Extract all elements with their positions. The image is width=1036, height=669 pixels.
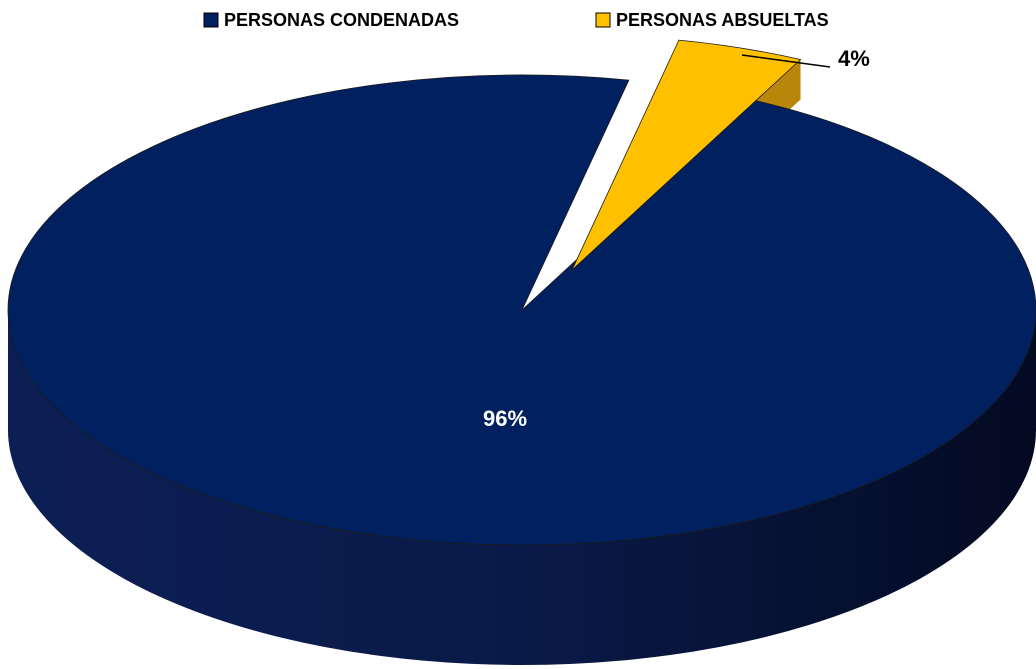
- slice: [7, 74, 1036, 546]
- value-label: 4%: [838, 46, 870, 71]
- leader-line: [741, 54, 831, 68]
- legend-swatch: [203, 12, 219, 28]
- value-label: 96%: [483, 406, 527, 431]
- slice: [571, 39, 802, 271]
- legend-label: PERSONAS ABSUELTAS: [616, 10, 829, 30]
- legend-swatch: [595, 12, 611, 28]
- legend-label: PERSONAS CONDENADAS: [224, 10, 459, 30]
- slice-side: [8, 310, 1036, 665]
